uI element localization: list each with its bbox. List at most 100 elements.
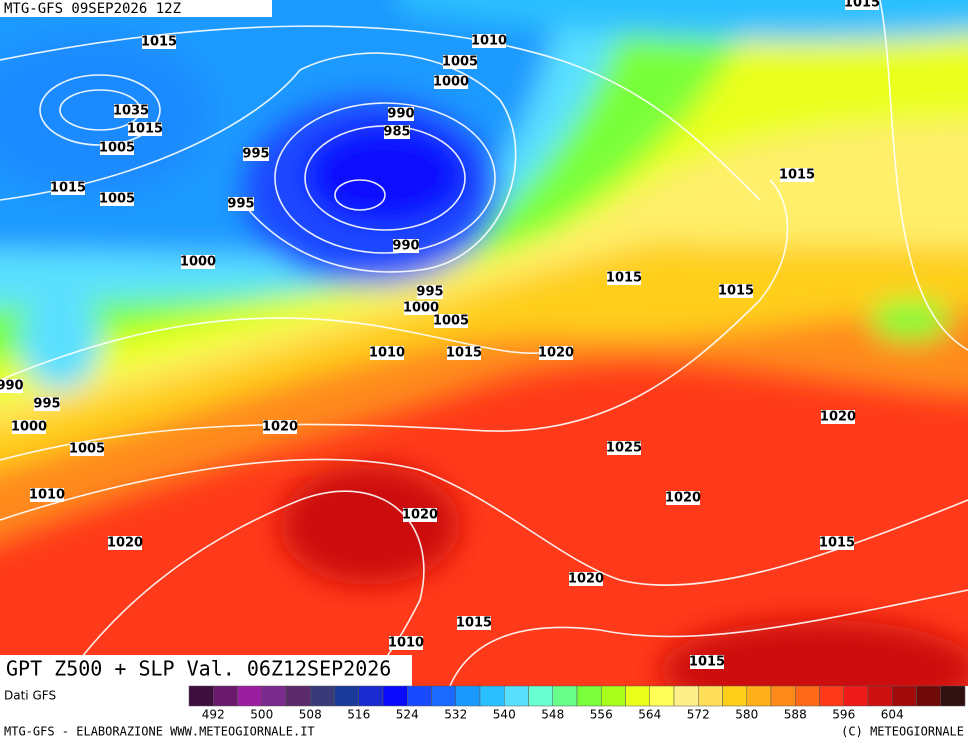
- colorbar-swatch: [552, 685, 578, 707]
- colorbar-label: 556: [590, 708, 613, 722]
- isobar-label-bg: [821, 410, 855, 424]
- colorbar-swatch: [504, 685, 529, 707]
- title-box: [0, 655, 412, 686]
- isobar-label: 1000: [433, 75, 469, 90]
- isobar-label: 1025: [606, 441, 642, 456]
- colorbar-swatch: [916, 685, 941, 707]
- isobar-label-bg: [690, 655, 724, 669]
- isobar-label-bg: [780, 168, 814, 182]
- colorbar-label: 500: [250, 708, 273, 722]
- isobar-label: 1020: [538, 346, 574, 361]
- isobar-label-bg: [370, 346, 404, 360]
- isobar-label-bg: [30, 488, 64, 502]
- isobar-label-bg: [51, 181, 85, 195]
- colorbar-label: 548: [541, 708, 564, 722]
- colorbar-label: 516: [347, 708, 370, 722]
- isobar-label-bg: [384, 125, 410, 139]
- isobar-label-bg: [666, 491, 700, 505]
- isobar-label: 1015: [718, 284, 754, 299]
- isobar-label-bg: [128, 122, 162, 136]
- isobar-label-bg: [472, 34, 506, 48]
- colorbar-swatch: [625, 685, 650, 707]
- isobar-label: 995: [416, 285, 443, 300]
- isobar-label: 1015: [456, 616, 492, 631]
- colorbar-swatch: [261, 685, 287, 707]
- isobar-label: 1020: [262, 420, 298, 435]
- isobar-label-bg: [114, 104, 148, 118]
- colorbar-swatch: [213, 685, 238, 707]
- isobar-label: 1015: [819, 536, 855, 551]
- colorbar-swatch: [673, 685, 699, 707]
- colorbar-swatch: [358, 685, 384, 707]
- colorbar-swatch: [795, 685, 820, 707]
- isobar-label-bg: [0, 379, 23, 393]
- isobar-label: 1015: [141, 35, 177, 50]
- isobar-label-bg: [12, 420, 46, 434]
- isobar-label-bg: [100, 192, 134, 206]
- isobar-label: 1015: [844, 0, 880, 11]
- isobar-label: 1015: [606, 271, 642, 286]
- isobar-label-bg: [457, 616, 491, 630]
- run-label: MTG-GFS 09SEP2026 12Z: [4, 1, 181, 17]
- colorbar-swatch: [382, 685, 408, 707]
- isobar-label: 1015: [779, 168, 815, 183]
- isobar-label-bg: [447, 346, 481, 360]
- isobar-label-bg: [417, 285, 443, 299]
- isobar-label: 995: [227, 197, 254, 212]
- isobar-label: 1005: [99, 141, 135, 156]
- isobar-label: 1015: [446, 346, 482, 361]
- colorbar-swatch: [334, 685, 359, 707]
- colorbar-swatch: [722, 685, 747, 707]
- isobar-label-bg: [181, 255, 215, 269]
- isobar-label: 1005: [433, 314, 469, 329]
- colorbar-swatch: [601, 685, 626, 707]
- isobar-label: 985: [383, 125, 410, 140]
- footer-left: MTG-GFS - ELABORAZIONE WWW.METEOGIORNALE…: [4, 725, 315, 739]
- isobar-label-bg: [263, 420, 297, 434]
- colorbar-swatch: [431, 685, 456, 707]
- isobar-label-bg: [404, 301, 438, 315]
- colorbar-swatch: [285, 685, 311, 707]
- isobar-label-bg: [100, 141, 134, 155]
- isobar-label-bg: [142, 35, 176, 49]
- colorbar-label: 588: [784, 708, 807, 722]
- isobar-label: 1010: [369, 346, 405, 361]
- isobar-label: 1015: [689, 655, 725, 670]
- isobar-label: 1005: [99, 192, 135, 207]
- colorbar-swatch: [528, 685, 553, 707]
- colorbar-swatch: [407, 685, 432, 707]
- isobar-label-bg: [539, 346, 573, 360]
- isobar-label: 995: [33, 397, 60, 412]
- isobar-label-bg: [434, 314, 468, 328]
- colorbar-label: 532: [444, 708, 467, 722]
- map-title: GPT Z500 + SLP Val. 06Z12SEP2026: [6, 657, 391, 681]
- isobar-label-bg: [70, 442, 104, 456]
- colorbar-swatch: [746, 685, 772, 707]
- colorbar-swatch: [479, 685, 505, 707]
- footer-right: (C) METEOGIORNALE: [841, 725, 964, 739]
- colorbar-swatch: [698, 685, 723, 707]
- isobar-label: 995: [242, 147, 269, 162]
- isobar-label: 990: [0, 379, 24, 394]
- colorbar-swatch: [576, 685, 602, 707]
- colorbar-label: 524: [396, 708, 419, 722]
- colorbar-swatch: [237, 685, 262, 707]
- isobar-label-bg: [403, 508, 437, 522]
- isobar-label: 1005: [69, 442, 105, 457]
- isobar-label: 1015: [50, 181, 86, 196]
- isobar-label: 1020: [820, 410, 856, 425]
- isobar-label-bg: [228, 197, 254, 211]
- colorbar-swatch: [843, 685, 869, 707]
- colorbar-label: 564: [638, 708, 661, 722]
- colorbar-swatch: [188, 685, 214, 707]
- isobar-label: 1020: [665, 491, 701, 506]
- isobar-label-bg: [607, 271, 641, 285]
- colorbar-swatch: [940, 685, 966, 707]
- isobar-label-bg: [34, 397, 60, 411]
- colorbar-label: 508: [299, 708, 322, 722]
- isobar-label: 990: [387, 107, 414, 122]
- colorbar-label: 596: [832, 708, 855, 722]
- map: [0, 0, 968, 686]
